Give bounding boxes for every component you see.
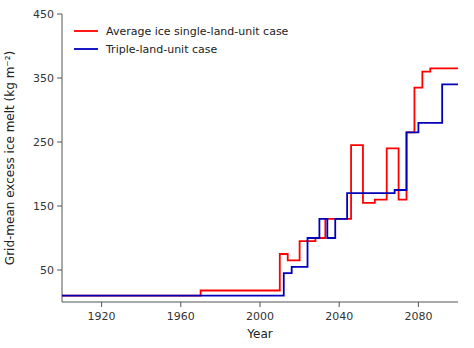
legend-swatch — [74, 48, 98, 50]
background — [0, 0, 474, 348]
x-tick — [260, 302, 261, 307]
chart: 1920 1960 2000 2040 2080 50 150 250 350 450 Year Gr… — [0, 0, 474, 348]
axes: 1920 1960 2000 2040 2080 50 150 250 350 450 — [33, 8, 458, 323]
y-axis-line — [62, 14, 63, 302]
y-tick-label: 350 — [33, 72, 54, 85]
x-tick-label: 2000 — [246, 310, 274, 323]
y-tick-label: 50 — [40, 264, 54, 277]
plot-area — [62, 68, 458, 295]
x-axis-label: Year — [246, 327, 272, 341]
y-tick — [57, 270, 62, 271]
legend-label: Triple-land-unit case — [105, 43, 218, 56]
y-axis-label: Grid-mean excess ice melt (kg m⁻²) — [3, 51, 17, 265]
y-tick — [57, 78, 62, 79]
x-tick — [418, 302, 419, 307]
y-tick-label: 150 — [33, 200, 54, 213]
y-tick — [57, 206, 62, 207]
y-tick-label: 250 — [33, 136, 54, 149]
y-tick — [57, 14, 62, 15]
x-tick-label: 1960 — [167, 310, 195, 323]
legend: Average ice single-land-unit case Triple-… — [74, 25, 289, 56]
y-tick-label: 450 — [33, 8, 54, 21]
legend-label: Average ice single-land-unit case — [106, 25, 289, 38]
legend-swatch — [74, 30, 98, 32]
x-tick-label: 2080 — [404, 310, 432, 323]
x-tick — [180, 302, 181, 307]
series-line — [62, 68, 458, 295]
x-tick — [101, 302, 102, 307]
series-line — [62, 84, 458, 295]
x-tick — [339, 302, 340, 307]
y-tick — [57, 142, 62, 143]
x-tick-label: 1920 — [88, 310, 116, 323]
x-tick-label: 2040 — [325, 310, 353, 323]
